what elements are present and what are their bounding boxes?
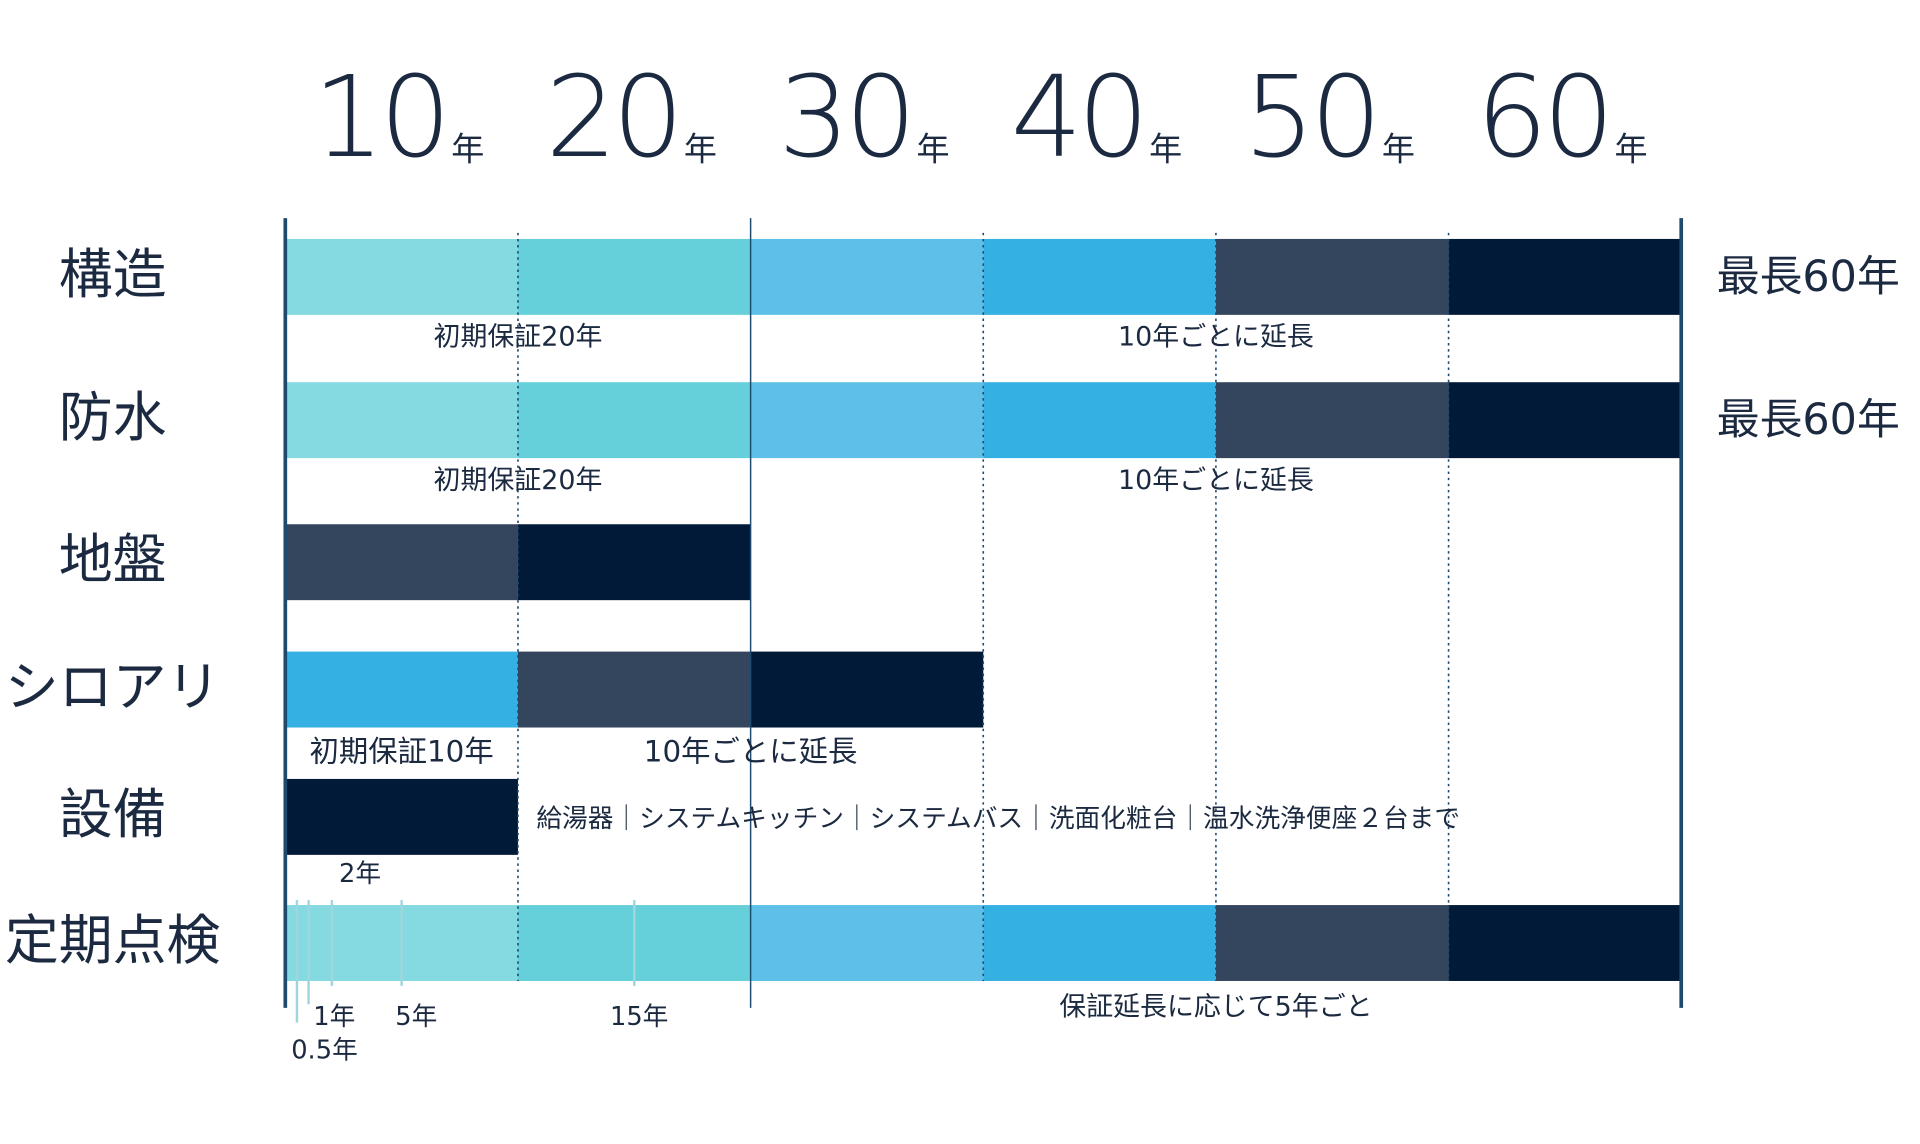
segment [750, 382, 984, 459]
segment [517, 238, 751, 315]
note: 10年ごとに延長 [1118, 322, 1314, 353]
row-label: 地盤 [59, 528, 167, 591]
segment [983, 238, 1216, 315]
year-unit: 年 [1614, 129, 1647, 168]
right-label: 最長60年 [1717, 395, 1900, 445]
row-label: 設備 [59, 783, 167, 846]
note: 10年ごとに延長 [644, 735, 858, 769]
segment [517, 651, 751, 728]
row-label: 定期点検 [5, 909, 220, 972]
segment [517, 524, 751, 601]
note: 初期保証20年 [434, 465, 603, 496]
segment [750, 905, 984, 981]
segment [1448, 382, 1682, 459]
note: 10年ごとに延長 [1118, 465, 1314, 496]
note: 給湯器｜システムキッチン｜システムバス｜洗面化粧台｜温水洗浄便座２台まで [536, 804, 1460, 834]
year-number: 50 [1243, 51, 1377, 183]
segment [1215, 905, 1449, 981]
year-number: 60 [1476, 51, 1610, 183]
right-label: 最長60年 [1717, 252, 1900, 302]
segment [285, 382, 518, 459]
segment [1215, 382, 1449, 459]
year-unit: 年 [684, 129, 717, 168]
year-number: 40 [1011, 51, 1145, 183]
row-label: シロアリ [5, 655, 220, 718]
segment [983, 905, 1216, 981]
segment [750, 651, 984, 728]
note: 初期保証20年 [434, 322, 603, 353]
year-unit: 年 [451, 129, 484, 168]
segment [517, 382, 751, 459]
checkpoint-label: 5年 [395, 1002, 437, 1032]
segment [983, 382, 1216, 459]
segment [285, 778, 518, 855]
checkpoint-label: 15年 [610, 1002, 668, 1032]
year-number: 20 [545, 51, 679, 183]
segment [1448, 905, 1682, 981]
row-label: 構造 [59, 243, 167, 306]
segment [1215, 238, 1449, 315]
checkpoint-label: 0.5年 [291, 1035, 358, 1065]
checkpoint-label: 2年 [339, 859, 381, 889]
segment [285, 651, 518, 728]
checkpoint-label: 1年 [313, 1002, 355, 1032]
segment [750, 238, 984, 315]
segment [285, 238, 518, 315]
year-unit: 年 [1149, 129, 1182, 168]
note: 初期保証10年 [309, 735, 493, 769]
segment [1448, 238, 1682, 315]
year-number: 30 [778, 51, 912, 183]
year-number: 10 [313, 51, 447, 183]
segment [285, 524, 518, 601]
year-unit: 年 [917, 129, 950, 168]
year-unit: 年 [1382, 129, 1415, 168]
note: 保証延長に応じて5年ごと [1059, 991, 1372, 1022]
row-label: 防水 [59, 386, 167, 449]
